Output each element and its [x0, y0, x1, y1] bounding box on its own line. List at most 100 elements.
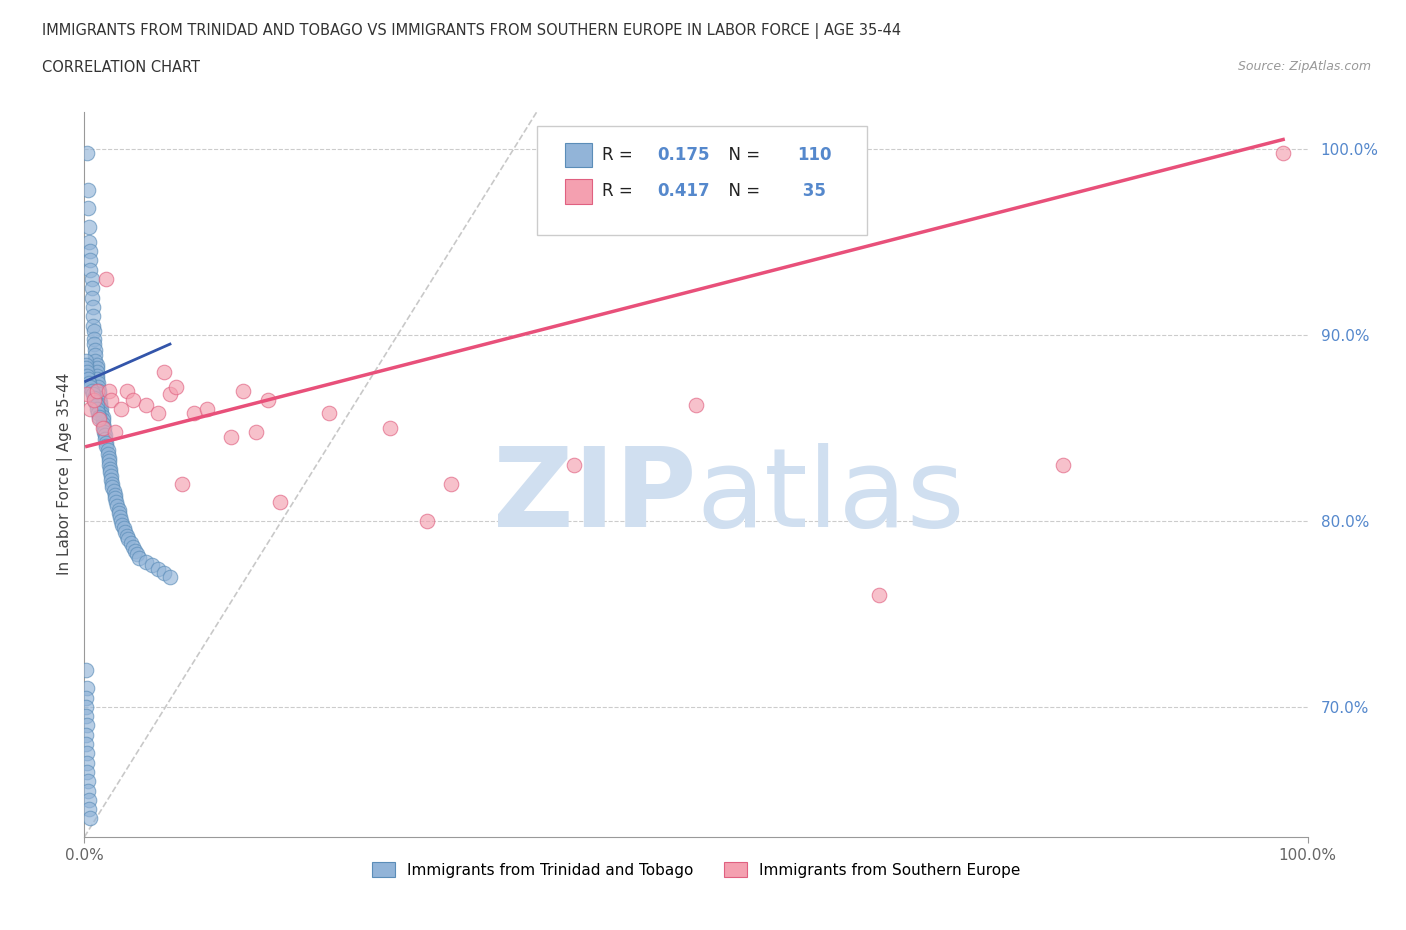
- Point: [97, 443, 120, 458]
- Point: [128, 551, 150, 565]
- Point: [165, 379, 187, 394]
- Point: [77, 376, 100, 391]
- Point: [79, 402, 101, 417]
- Text: CORRELATION CHART: CORRELATION CHART: [42, 60, 200, 75]
- Point: [104, 424, 127, 439]
- Point: [75, 353, 97, 368]
- Point: [79, 811, 101, 826]
- Point: [87, 383, 110, 398]
- Point: [84, 353, 107, 368]
- Point: [107, 502, 129, 517]
- Point: [97, 454, 120, 469]
- Point: [219, 430, 242, 445]
- Point: [97, 458, 120, 472]
- Point: [83, 331, 105, 346]
- Point: [562, 458, 585, 472]
- Point: [86, 365, 108, 379]
- Point: [79, 379, 101, 394]
- Point: [124, 543, 146, 558]
- Point: [76, 755, 98, 770]
- Point: [416, 513, 439, 528]
- Point: [104, 491, 127, 506]
- Point: [112, 521, 135, 536]
- Text: IMMIGRANTS FROM TRINIDAD AND TOBAGO VS IMMIGRANTS FROM SOUTHERN EUROPE IN LABOR : IMMIGRANTS FROM TRINIDAD AND TOBAGO VS I…: [42, 23, 901, 39]
- Point: [77, 792, 100, 807]
- Point: [77, 802, 100, 817]
- Point: [83, 392, 105, 407]
- Point: [159, 569, 181, 584]
- Text: 0.417: 0.417: [657, 182, 710, 200]
- Point: [98, 461, 121, 476]
- Point: [120, 536, 142, 551]
- Point: [98, 465, 121, 480]
- Point: [122, 539, 145, 554]
- Point: [110, 402, 132, 417]
- Text: R =: R =: [602, 182, 638, 200]
- Point: [84, 342, 107, 357]
- Point: [77, 372, 100, 387]
- Point: [1272, 145, 1295, 160]
- Point: [318, 405, 340, 420]
- Point: [96, 439, 118, 454]
- Point: [101, 476, 124, 491]
- Point: [80, 272, 103, 286]
- Point: [103, 484, 125, 498]
- Point: [115, 528, 138, 543]
- Point: [380, 420, 402, 435]
- Point: [89, 398, 111, 413]
- Point: [84, 348, 107, 363]
- Point: [76, 746, 98, 761]
- Point: [100, 472, 122, 487]
- Point: [245, 424, 267, 439]
- Point: [100, 392, 122, 407]
- Text: ZIP: ZIP: [492, 443, 696, 550]
- Point: [86, 361, 108, 376]
- Point: [97, 450, 120, 465]
- Point: [75, 361, 97, 376]
- Point: [82, 387, 104, 402]
- Point: [84, 394, 107, 409]
- FancyBboxPatch shape: [537, 126, 868, 235]
- Text: R =: R =: [602, 146, 638, 164]
- Point: [87, 405, 110, 420]
- Point: [91, 413, 114, 428]
- Point: [75, 709, 97, 724]
- Point: [75, 662, 97, 677]
- Point: [90, 402, 112, 417]
- Point: [146, 562, 169, 577]
- Point: [83, 337, 105, 352]
- Point: [82, 309, 104, 324]
- Point: [77, 201, 100, 216]
- Point: [108, 510, 131, 525]
- Point: [1052, 458, 1074, 472]
- Point: [183, 405, 205, 420]
- Point: [77, 219, 100, 234]
- Point: [96, 435, 118, 450]
- FancyBboxPatch shape: [565, 143, 592, 167]
- Text: N =: N =: [718, 146, 765, 164]
- Point: [100, 469, 122, 484]
- Point: [104, 487, 127, 502]
- Point: [83, 391, 105, 405]
- Point: [77, 234, 100, 249]
- Point: [80, 281, 103, 296]
- Point: [232, 383, 254, 398]
- Point: [82, 318, 104, 333]
- Point: [80, 290, 103, 305]
- Text: 35: 35: [797, 182, 827, 200]
- Point: [86, 402, 108, 417]
- Point: [76, 368, 98, 383]
- Point: [87, 391, 110, 405]
- Point: [76, 681, 98, 696]
- Point: [76, 764, 98, 779]
- Point: [76, 387, 98, 402]
- Text: 110: 110: [797, 146, 832, 164]
- Point: [87, 409, 110, 424]
- Point: [115, 383, 138, 398]
- Point: [86, 368, 108, 383]
- Point: [87, 411, 110, 426]
- Point: [105, 495, 128, 510]
- Point: [153, 365, 176, 379]
- Point: [86, 372, 108, 387]
- Point: [125, 547, 148, 562]
